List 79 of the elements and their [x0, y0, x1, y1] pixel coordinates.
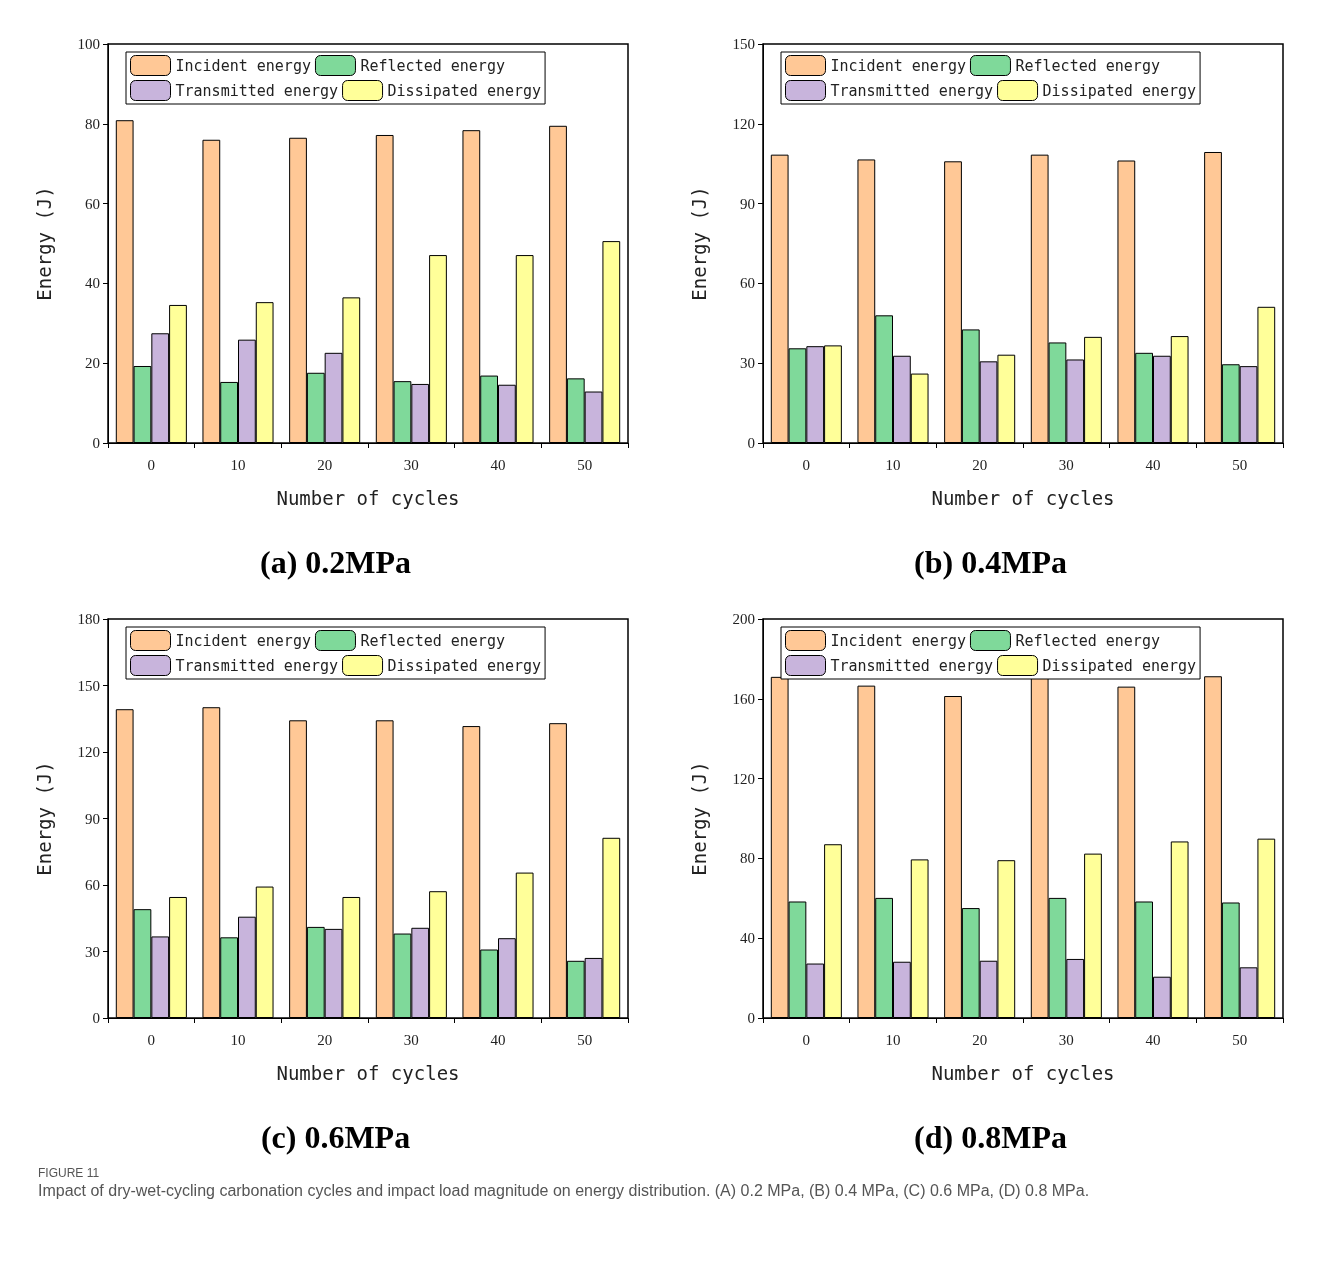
- y-tick-label: 80: [740, 850, 755, 867]
- y-tick-label: 80: [85, 115, 100, 132]
- caption: FIGURE 11: [38, 1166, 101, 1180]
- legend-label: Transmitted energy: [830, 81, 994, 100]
- x-tick-label: 50: [577, 1031, 593, 1048]
- x-tick-label: 10: [230, 1031, 246, 1048]
- y-tick-label: 0: [747, 1010, 755, 1026]
- x-tick-label: 40: [1145, 456, 1161, 473]
- x-tick-label: 10: [885, 1031, 901, 1048]
- y-tick-label: 60: [85, 195, 100, 212]
- legend-label: Incident energy: [830, 56, 966, 75]
- legend-label: Transmitted energy: [830, 656, 994, 675]
- y-tick-label: 90: [740, 195, 755, 212]
- legend-label: Reflected energy: [360, 56, 505, 75]
- x-tick-label: 20: [972, 456, 988, 473]
- x-tick-label: 50: [1232, 456, 1248, 473]
- y-tick-label: 0: [92, 1010, 100, 1026]
- y-tick-label: 120: [732, 115, 755, 132]
- y-tick-label: 40: [740, 930, 755, 947]
- y-tick-label: 30: [740, 355, 755, 372]
- y-tick-label: 150: [732, 36, 755, 52]
- x-axis-title: Number of cycles: [931, 1061, 1115, 1084]
- text: (c) 0.6MPa: [260, 1119, 411, 1155]
- y-tick-label: 150: [77, 677, 100, 694]
- x-tick-label: 10: [230, 456, 246, 473]
- legend-label: Incident energy: [175, 56, 311, 75]
- text: Impact of dry-wet-cycling carbonation cycles and impact load magnitude on energy distribution. (A) 0.2 MPa, (B) 0.4 MPa, (C) 0.6 MPa, (D) 0.8 MPa.: [38, 1182, 1091, 1200]
- y-tick-label: 0: [92, 435, 100, 451]
- x-tick-label: 30: [403, 1031, 419, 1048]
- x-tick-label: 40: [1145, 1031, 1161, 1048]
- x-tick-label: 30: [403, 456, 419, 473]
- y-tick-label: 200: [732, 611, 755, 627]
- x-tick-label: 50: [577, 456, 593, 473]
- y-tick-label: 180: [77, 611, 100, 627]
- legend-label: Dissipated energy: [387, 81, 542, 100]
- legend-label: Incident energy: [830, 631, 966, 650]
- text: (b) 0.4MPa: [914, 544, 1067, 580]
- x-tick-label: 10: [885, 456, 901, 473]
- text: (a) 0.2MPa: [259, 544, 412, 580]
- y-axis-title: Energy (J): [32, 186, 55, 301]
- y-tick-label: 120: [732, 770, 755, 787]
- x-axis-title: Number of cycles: [276, 486, 460, 509]
- x-tick-label: 20: [972, 1031, 988, 1048]
- legend-label: Reflected energy: [1015, 56, 1160, 75]
- y-axis-title: Energy (J): [687, 761, 710, 876]
- legend-label: Dissipated energy: [387, 656, 542, 675]
- legend-label: Reflected energy: [1015, 631, 1160, 650]
- y-tick-label: 120: [77, 744, 100, 760]
- text: (d) 0.8MPa: [914, 1119, 1067, 1155]
- y-axis-title: Energy (J): [32, 761, 55, 876]
- legend-label: Dissipated energy: [1042, 81, 1197, 100]
- legend-label: Incident energy: [175, 631, 311, 650]
- x-tick-label: 0: [147, 1031, 156, 1048]
- x-tick-label: 20: [317, 1031, 333, 1048]
- y-tick-label: 30: [85, 943, 100, 960]
- y-tick-label: 0: [747, 435, 755, 451]
- legend-label: Transmitted energy: [175, 81, 339, 100]
- x-tick-label: 0: [802, 1031, 811, 1048]
- x-tick-label: 50: [1232, 1031, 1248, 1048]
- legend-label: Reflected energy: [360, 631, 505, 650]
- y-tick-label: 100: [77, 36, 100, 52]
- y-tick-label: 20: [85, 355, 100, 372]
- x-axis-title: Number of cycles: [276, 1061, 460, 1084]
- y-tick-label: 40: [85, 275, 100, 292]
- x-tick-label: 0: [147, 456, 156, 473]
- x-tick-label: 30: [1058, 1031, 1074, 1048]
- x-axis-title: Number of cycles: [931, 486, 1115, 509]
- x-tick-label: 0: [802, 456, 811, 473]
- x-tick-label: 40: [490, 456, 506, 473]
- x-tick-label: 40: [490, 1031, 506, 1048]
- y-tick-label: 90: [85, 810, 100, 827]
- y-axis-title: Energy (J): [687, 186, 710, 301]
- legend-label: Transmitted energy: [175, 656, 339, 675]
- x-tick-label: 20: [317, 456, 333, 473]
- legend-label: Dissipated energy: [1042, 656, 1197, 675]
- y-tick-label: 60: [740, 275, 755, 292]
- y-tick-label: 160: [732, 690, 755, 707]
- y-tick-label: 60: [85, 877, 100, 893]
- x-tick-label: 30: [1058, 456, 1074, 473]
